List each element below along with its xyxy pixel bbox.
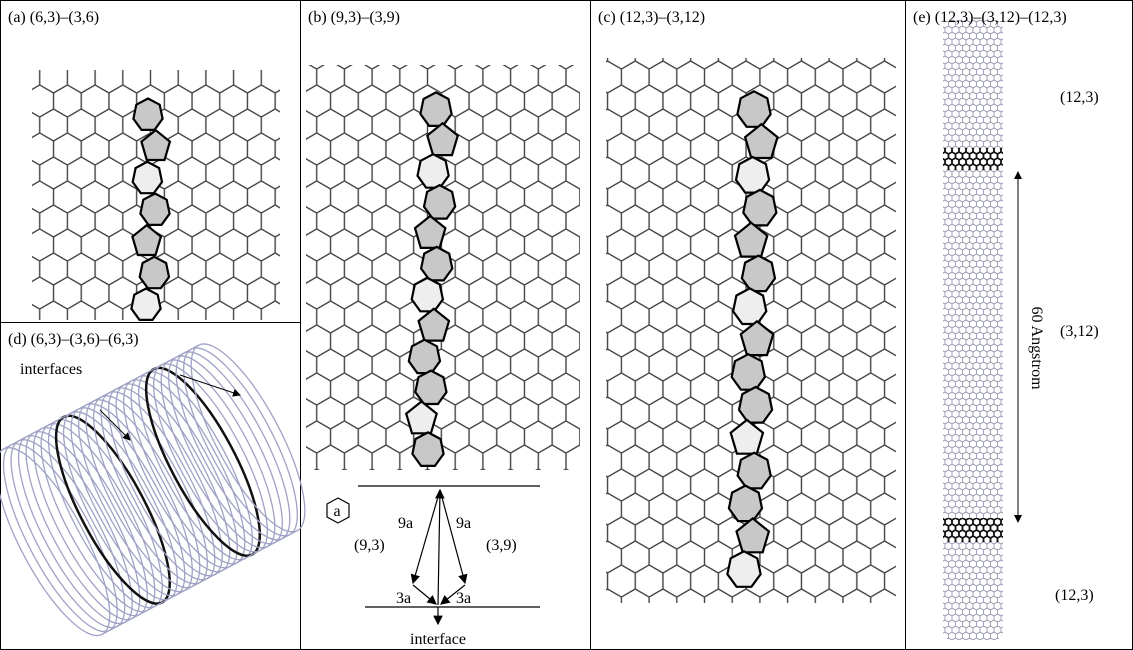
annotation: (9,3) (354, 537, 385, 554)
annotation: (12,3) (1055, 587, 1094, 604)
tube-ring (0, 426, 145, 641)
annotation: 9a (456, 515, 471, 532)
nanotube-d (0, 330, 326, 649)
defect-ring (418, 154, 449, 188)
schematic (327, 486, 540, 624)
panel-label: (e) (12,3)–(3,12)–(12,3) (913, 9, 1067, 26)
defect-ring (739, 387, 772, 423)
annotation: (3,12) (1060, 323, 1099, 340)
defect-ring (727, 551, 760, 587)
annotation: 3a (396, 590, 411, 607)
defect-ring (140, 194, 169, 225)
defect-ring (424, 185, 455, 219)
interface-band (943, 148, 1003, 170)
defect-ring (131, 289, 160, 320)
defect-ring (133, 99, 162, 130)
panel-label: (a) (6,3)–(3,6) (8, 9, 99, 26)
defect-ring (412, 278, 443, 311)
annotation: (3,9) (486, 537, 517, 554)
annotation: 9a (398, 515, 413, 532)
defect-ring (140, 257, 169, 288)
interface-band (943, 518, 1003, 542)
defect-ring (738, 453, 771, 489)
defect-ring (743, 190, 776, 226)
tube-body (0, 330, 326, 649)
defect-ring (729, 486, 762, 521)
annotation: 3a (456, 590, 471, 607)
defect-ring (733, 288, 766, 324)
panel-label: (b) (9,3)–(3,9) (308, 9, 400, 26)
defect-ring (736, 157, 769, 193)
defect-ring (415, 371, 446, 404)
defect-ring (133, 162, 162, 193)
defect-ring (737, 91, 770, 127)
annotation: interfaces (20, 361, 82, 378)
tube-edge (102, 531, 297, 635)
nanotube-e (943, 20, 1003, 640)
defect-ring (421, 247, 452, 281)
panel-label: (c) (12,3)–(3,12) (598, 9, 705, 26)
defect-ring (420, 92, 451, 126)
panel-label: (d) (6,3)–(3,6)–(6,3) (8, 331, 139, 348)
annotation: a (333, 503, 340, 520)
annotation: 60 Angstrom (1028, 306, 1045, 390)
defect-ring (412, 432, 443, 466)
defect-ring (742, 256, 775, 292)
defect-ring (732, 354, 765, 390)
defect-ring (409, 340, 440, 373)
annotation: interface (410, 631, 466, 648)
figure: (a) (6,3)–(3,6) (b) (9,3)–(3,9) (c) (12,… (0, 0, 1133, 650)
annotation: (12,3) (1060, 89, 1099, 106)
